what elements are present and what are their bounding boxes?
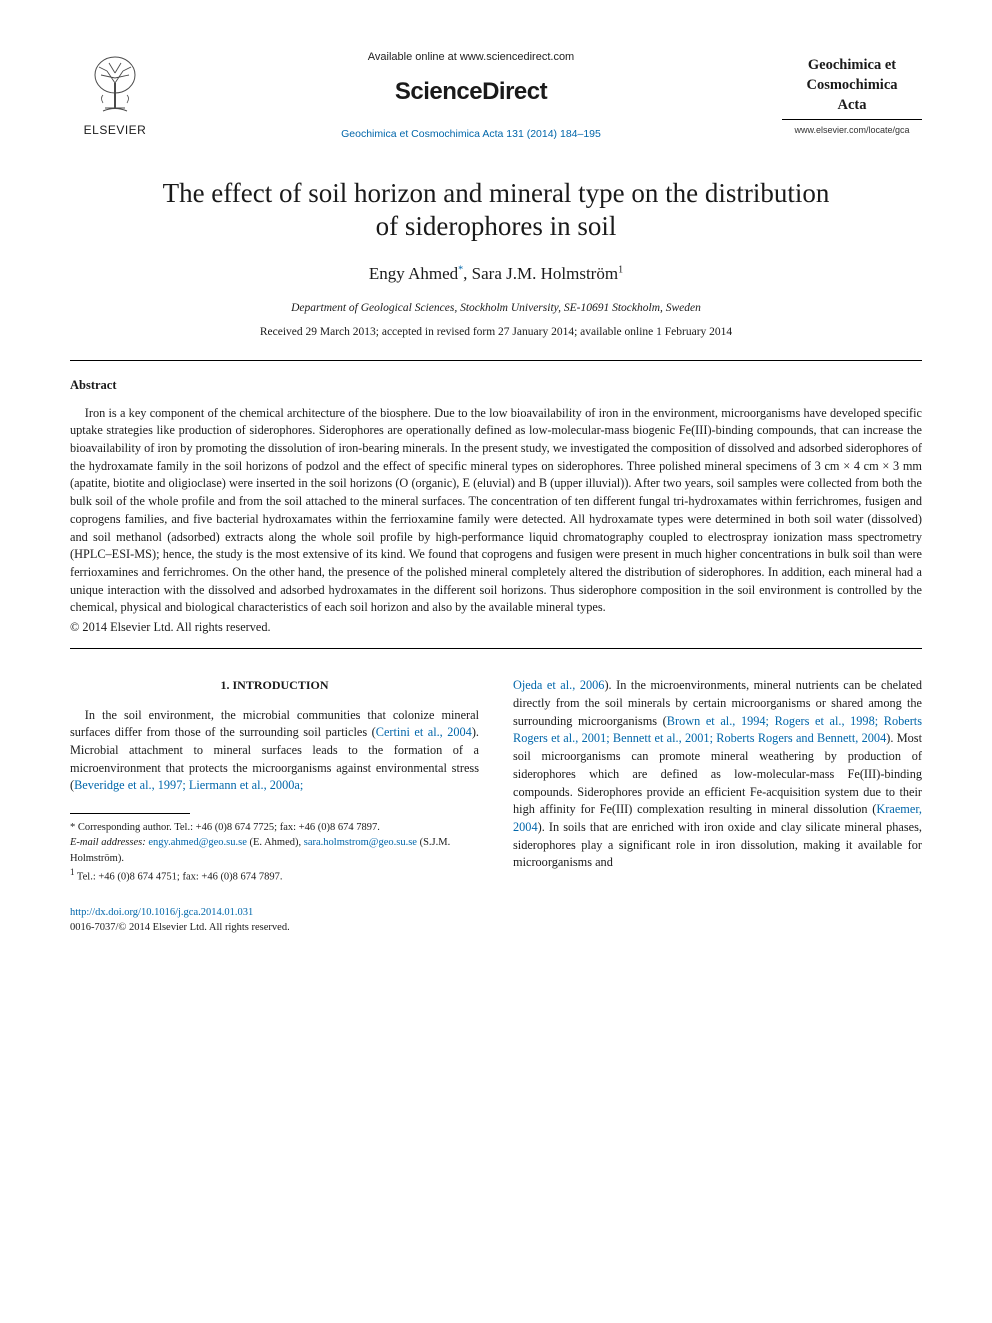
abstract-heading: Abstract — [70, 377, 922, 395]
elsevier-tree-icon — [85, 53, 145, 118]
sciencedirect-logo: ScienceDirect — [180, 75, 762, 109]
article-title: The effect of soil horizon and mineral t… — [70, 177, 922, 245]
email-name: (E. Ahmed), — [250, 837, 302, 848]
corresponding-author-footnote: * Corresponding author. Tel.: +46 (0)8 6… — [70, 820, 479, 835]
publisher-name: ELSEVIER — [84, 122, 147, 139]
citation-link[interactable]: Beveridge et al., 1997; Liermann et al.,… — [74, 778, 303, 792]
citation-link[interactable]: Certini et al., 2004 — [376, 725, 472, 739]
issn-copyright: 0016-7037/© 2014 Elsevier Ltd. All right… — [70, 921, 922, 936]
footnote-text: Tel.: +46 (0)8 674 4751; fax: +46 (0)8 6… — [75, 871, 283, 882]
body-columns: 1. INTRODUCTION In the soil environment,… — [70, 677, 922, 884]
authors-line: Engy Ahmed*, Sara J.M. Holmström1 — [70, 262, 922, 286]
email-link[interactable]: engy.ahmed@geo.su.se — [148, 837, 247, 848]
author-sep: , — [463, 264, 472, 283]
right-column: Ojeda et al., 2006). In the microenviron… — [513, 677, 922, 884]
elsevier-logo: ELSEVIER — [70, 53, 160, 139]
header-center: Available online at www.sciencedirect.co… — [180, 50, 762, 142]
available-online-text: Available online at www.sciencedirect.co… — [180, 50, 762, 65]
author-footnote-1: 1 Tel.: +46 (0)8 674 4751; fax: +46 (0)8… — [70, 866, 479, 885]
title-line: The effect of soil horizon and mineral t… — [163, 178, 830, 208]
journal-header: ELSEVIER Available online at www.science… — [70, 50, 922, 142]
journal-name: Geochimica et Cosmochimica Acta — [782, 55, 922, 121]
doi-footer: http://dx.doi.org/10.1016/j.gca.2014.01.… — [70, 906, 922, 935]
author-name: Sara J.M. Holmström — [472, 264, 618, 283]
author-name: Engy Ahmed — [369, 264, 458, 283]
article-dates: Received 29 March 2013; accepted in revi… — [70, 324, 922, 340]
rule — [70, 360, 922, 361]
affiliation: Department of Geological Sciences, Stock… — [70, 300, 922, 316]
intro-paragraph-cont: Ojeda et al., 2006). In the microenviron… — [513, 677, 922, 872]
citation-link[interactable]: Ojeda et al., 2006 — [513, 678, 604, 692]
journal-homepage-url[interactable]: www.elsevier.com/locate/gca — [782, 124, 922, 137]
abstract-body: Iron is a key component of the chemical … — [70, 405, 922, 617]
author-footnote-mark: 1 — [618, 265, 623, 276]
journal-name-line: Cosmochimica — [782, 75, 922, 95]
copyright-line: © 2014 Elsevier Ltd. All rights reserved… — [70, 619, 922, 636]
rule — [70, 648, 922, 649]
section-heading: 1. INTRODUCTION — [70, 677, 479, 694]
title-line: of siderophores in soil — [376, 211, 617, 241]
journal-title-box: Geochimica et Cosmochimica Acta www.else… — [782, 55, 922, 137]
journal-name-line: Geochimica et — [782, 55, 922, 75]
citation-link[interactable]: Geochimica et Cosmochimica Acta 131 (201… — [180, 127, 762, 142]
email-label: E-mail addresses: — [70, 837, 146, 848]
footnote-rule — [70, 813, 190, 814]
text-run: ). In soils that are enriched with iron … — [513, 820, 922, 869]
footnotes: * Corresponding author. Tel.: +46 (0)8 6… — [70, 820, 479, 884]
journal-name-line: Acta — [782, 95, 922, 115]
left-column: 1. INTRODUCTION In the soil environment,… — [70, 677, 479, 884]
doi-link[interactable]: http://dx.doi.org/10.1016/j.gca.2014.01.… — [70, 906, 922, 921]
intro-paragraph: In the soil environment, the microbial c… — [70, 707, 479, 796]
email-footnote: E-mail addresses: engy.ahmed@geo.su.se (… — [70, 835, 479, 865]
email-link[interactable]: sara.holmstrom@geo.su.se — [304, 837, 417, 848]
